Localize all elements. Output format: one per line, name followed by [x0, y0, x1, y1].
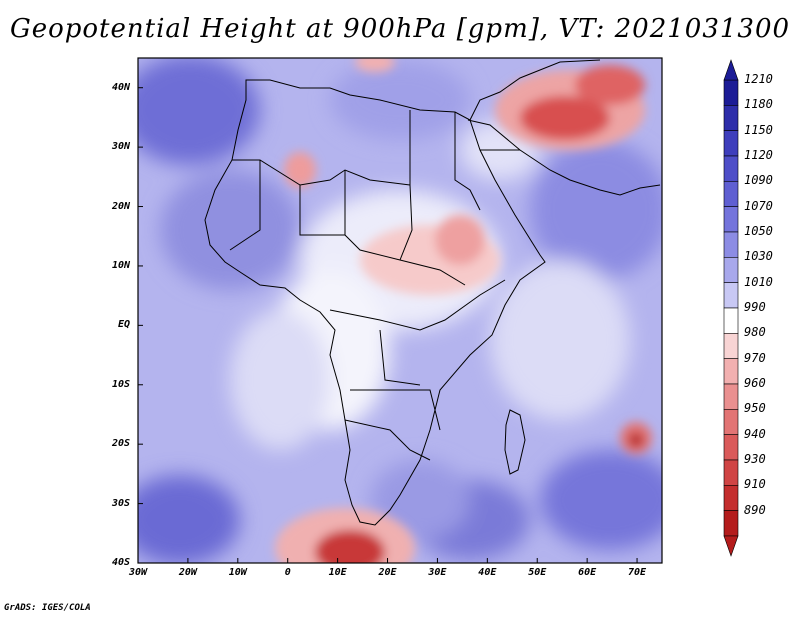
colorbar [723, 59, 739, 557]
lon-label: 0 [284, 567, 291, 578]
colorbar-level-label: 890 [744, 502, 766, 517]
colorbar-level-label: 930 [744, 452, 766, 466]
coastline-layer [204, 59, 661, 526]
colorbar-level-label: 1050 [744, 224, 773, 238]
lat-label: 20N [111, 200, 130, 212]
colorbar-swatch [723, 105, 739, 131]
colorbar-level-label: 1180 [744, 97, 773, 112]
colorbar-swatch [723, 434, 739, 461]
colorbar-level-label: 1210 [744, 72, 773, 86]
lon-label: 30E [428, 567, 447, 578]
colorbar-swatch [723, 257, 739, 283]
colorbar-swatch [723, 510, 739, 537]
colorbar-swatch [723, 358, 739, 385]
colorbar-swatch [723, 307, 739, 334]
field-layer [138, 58, 662, 563]
colorbar-level-label: 940 [744, 426, 766, 441]
lat-label: 30N [111, 141, 130, 153]
colorbar-level-label: 1090 [744, 173, 773, 188]
colorbar-level-label: 980 [744, 325, 766, 340]
lon-label: 40E [478, 567, 497, 578]
lon-label: 50E [528, 567, 547, 578]
credit-text: GrADS: IGES/COLA [4, 603, 91, 613]
colorbar-swatch [723, 130, 739, 157]
lon-label: 20W [178, 567, 197, 578]
colorbar-level-label: 1070 [744, 198, 773, 213]
colorbar-swatch [723, 79, 739, 106]
colorbar-level-label: 970 [744, 350, 766, 365]
colorbar-swatch [723, 383, 739, 410]
lon-label: 70E [628, 567, 647, 578]
colorbar-top-arrow [723, 59, 739, 81]
lon-label: 30W [128, 567, 148, 578]
colorbar-level-label: 1030 [744, 249, 773, 264]
colorbar-level-label: 950 [744, 401, 766, 416]
colorbar-swatch [723, 206, 739, 233]
colorbar-swatch [723, 459, 739, 486]
colorbar-swatch [723, 409, 739, 435]
map-title: Geopotential Height at 900hPa [gpm], VT:… [9, 14, 791, 44]
lon-label: 60E [578, 567, 597, 578]
colorbar-swatch [723, 485, 739, 511]
lat-label: 10S [111, 378, 130, 390]
lat-label: 30S [111, 497, 130, 509]
colorbar-level-label: 1120 [744, 148, 773, 162]
colorbar-level-label: 1150 [744, 122, 773, 137]
lat-label: 20S [111, 438, 130, 450]
colorbar-swatch [723, 231, 739, 258]
plot-frame [137, 57, 663, 564]
axis-ticks [137, 87, 638, 564]
lat-label: EQ [117, 319, 130, 331]
colorbar-swatch [723, 181, 739, 207]
colorbar-level-label: 990 [744, 300, 766, 314]
lat-label: 40N [111, 81, 130, 93]
colorbar-level-label: 960 [744, 376, 766, 390]
lat-label: 40S [111, 557, 130, 568]
lon-label: 10E [328, 567, 347, 578]
colorbar-bottom-arrow [723, 535, 739, 557]
colorbar-level-label: 910 [744, 477, 766, 492]
colorbar-swatch [723, 333, 739, 359]
lon-label: 10W [228, 567, 247, 578]
colorbar-swatch [723, 282, 739, 309]
colorbar-swatch [723, 155, 739, 182]
lon-label: 20E [378, 567, 397, 578]
lat-label: 10N [111, 259, 130, 271]
colorbar-level-label: 1010 [744, 274, 773, 289]
